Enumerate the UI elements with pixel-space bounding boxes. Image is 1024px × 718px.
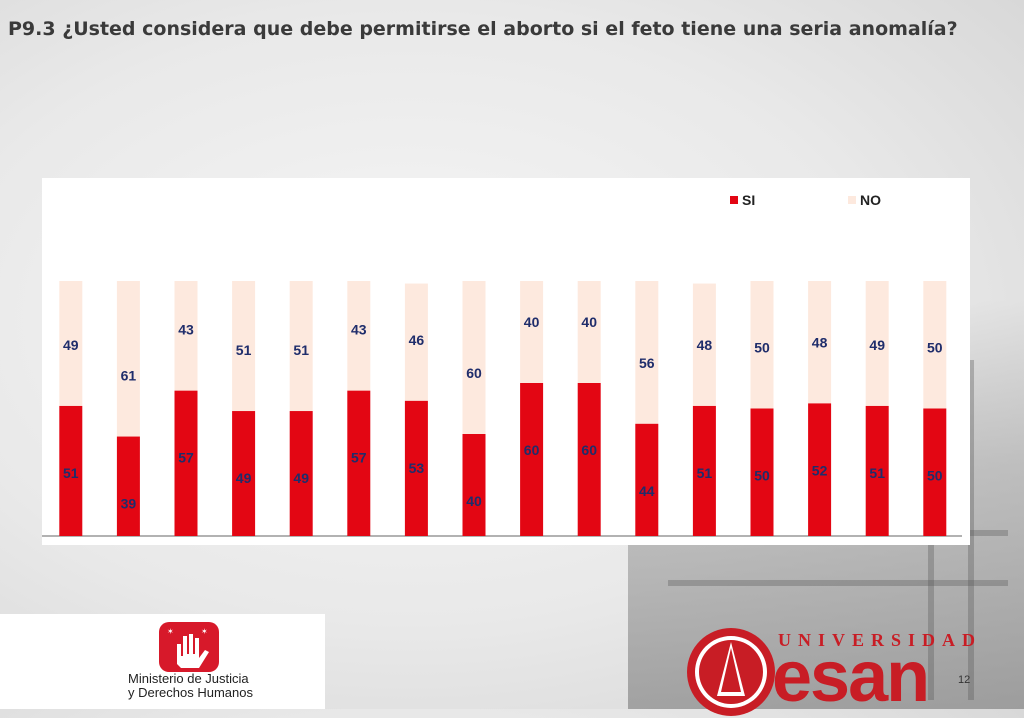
data-label-no: 43: [351, 322, 367, 338]
data-label-si: 51: [63, 465, 79, 481]
data-label-no: 50: [754, 340, 770, 356]
bar-no: [289, 281, 313, 412]
bar-no: [808, 281, 832, 404]
data-label-no: 46: [409, 332, 425, 348]
bar-si: [635, 423, 659, 536]
bar-no: [462, 281, 486, 434]
bar-no: [750, 281, 774, 409]
legend-swatch-si: [730, 196, 738, 205]
universidad-label: UNIVERSIDAD: [778, 630, 983, 650]
data-label-si: 51: [869, 465, 885, 481]
bar-no: [692, 283, 716, 406]
data-label-no: 43: [178, 322, 194, 338]
data-label-si: 49: [236, 470, 252, 486]
bar-si: [923, 408, 947, 536]
ministerio-line-1: Ministerio de Justicia: [128, 671, 249, 686]
data-label-si: 49: [293, 470, 309, 486]
bar-no: [404, 283, 428, 401]
legend-label-si: SI: [742, 192, 756, 208]
slide-title: P9.3 ¿Usted considera que debe permitirs…: [8, 18, 958, 40]
legend-item-si: SI: [730, 192, 755, 208]
bar-si: [750, 408, 774, 536]
bar-si: [404, 400, 428, 536]
data-label-no: 49: [63, 337, 79, 353]
data-label-no: 49: [869, 337, 885, 353]
esan-wordmark: esan: [772, 637, 930, 717]
data-label-si: 60: [581, 442, 597, 458]
data-label-no: 51: [236, 342, 252, 358]
bar-si: [577, 383, 601, 536]
bar-si: [808, 403, 832, 536]
bar-no: [347, 281, 371, 391]
esan-seal-logo: [687, 628, 775, 716]
bar-si: [520, 383, 544, 536]
legend-item-no: NO: [848, 192, 881, 208]
bar-no: [232, 281, 256, 412]
data-label-si: 57: [178, 450, 194, 466]
data-label-no: 40: [581, 314, 597, 330]
bar-no: [865, 281, 889, 406]
data-label-no: 48: [812, 334, 828, 350]
ministerio-line-2: y Derechos Humanos: [128, 685, 253, 700]
data-label-si: 51: [697, 465, 713, 481]
bar-no: [520, 281, 544, 383]
data-label-no: 60: [466, 365, 482, 381]
bar-si: [116, 436, 140, 536]
data-label-no: 51: [293, 342, 309, 358]
data-label-si: 52: [812, 462, 828, 478]
bar-si: [289, 411, 313, 536]
chart-plot-area: 5149TOTAL3961NORTE5743SUR4951CENTRO4951O…: [42, 178, 970, 545]
data-label-si: 50: [927, 468, 943, 484]
bar-si: [347, 390, 371, 536]
ministerio-logo-panel: ✶ ✶: [0, 614, 325, 709]
data-label-si: 39: [121, 496, 137, 512]
bar-si: [174, 390, 198, 536]
legend-swatch-no: [848, 196, 856, 205]
data-label-no: 48: [697, 337, 713, 353]
legend-label-no: NO: [860, 192, 881, 208]
ministerio-name: Ministerio de Justicia y Derechos Humano…: [128, 672, 253, 700]
bar-no: [577, 281, 601, 383]
bar-no: [174, 281, 198, 391]
data-label-si: 40: [466, 493, 482, 509]
data-label-si: 53: [409, 460, 425, 476]
bar-si: [865, 405, 889, 536]
stacked-bar-chart: 5149TOTAL3961NORTE5743SUR4951CENTRO4951O…: [42, 281, 962, 537]
bar-no: [923, 281, 947, 409]
data-label-si: 50: [754, 468, 770, 484]
bar-si: [692, 405, 716, 536]
data-label-no: 56: [639, 355, 655, 371]
svg-text:✶: ✶: [167, 627, 174, 636]
bar-no: [59, 281, 83, 406]
data-label-no: 61: [121, 368, 137, 384]
svg-text:✶: ✶: [201, 627, 208, 636]
data-label-si: 60: [524, 442, 540, 458]
ministerio-hand-logo: ✶ ✶: [159, 622, 219, 672]
bar-si: [232, 411, 256, 536]
bar-si: [462, 434, 486, 536]
bar-no: [116, 281, 140, 437]
bar-no: [635, 281, 659, 424]
page-number: 12: [958, 674, 971, 686]
data-label-si: 57: [351, 450, 367, 466]
bar-si: [59, 405, 83, 536]
data-label-no: 40: [524, 314, 540, 330]
data-label-si: 44: [639, 483, 655, 499]
data-label-no: 50: [927, 340, 943, 356]
